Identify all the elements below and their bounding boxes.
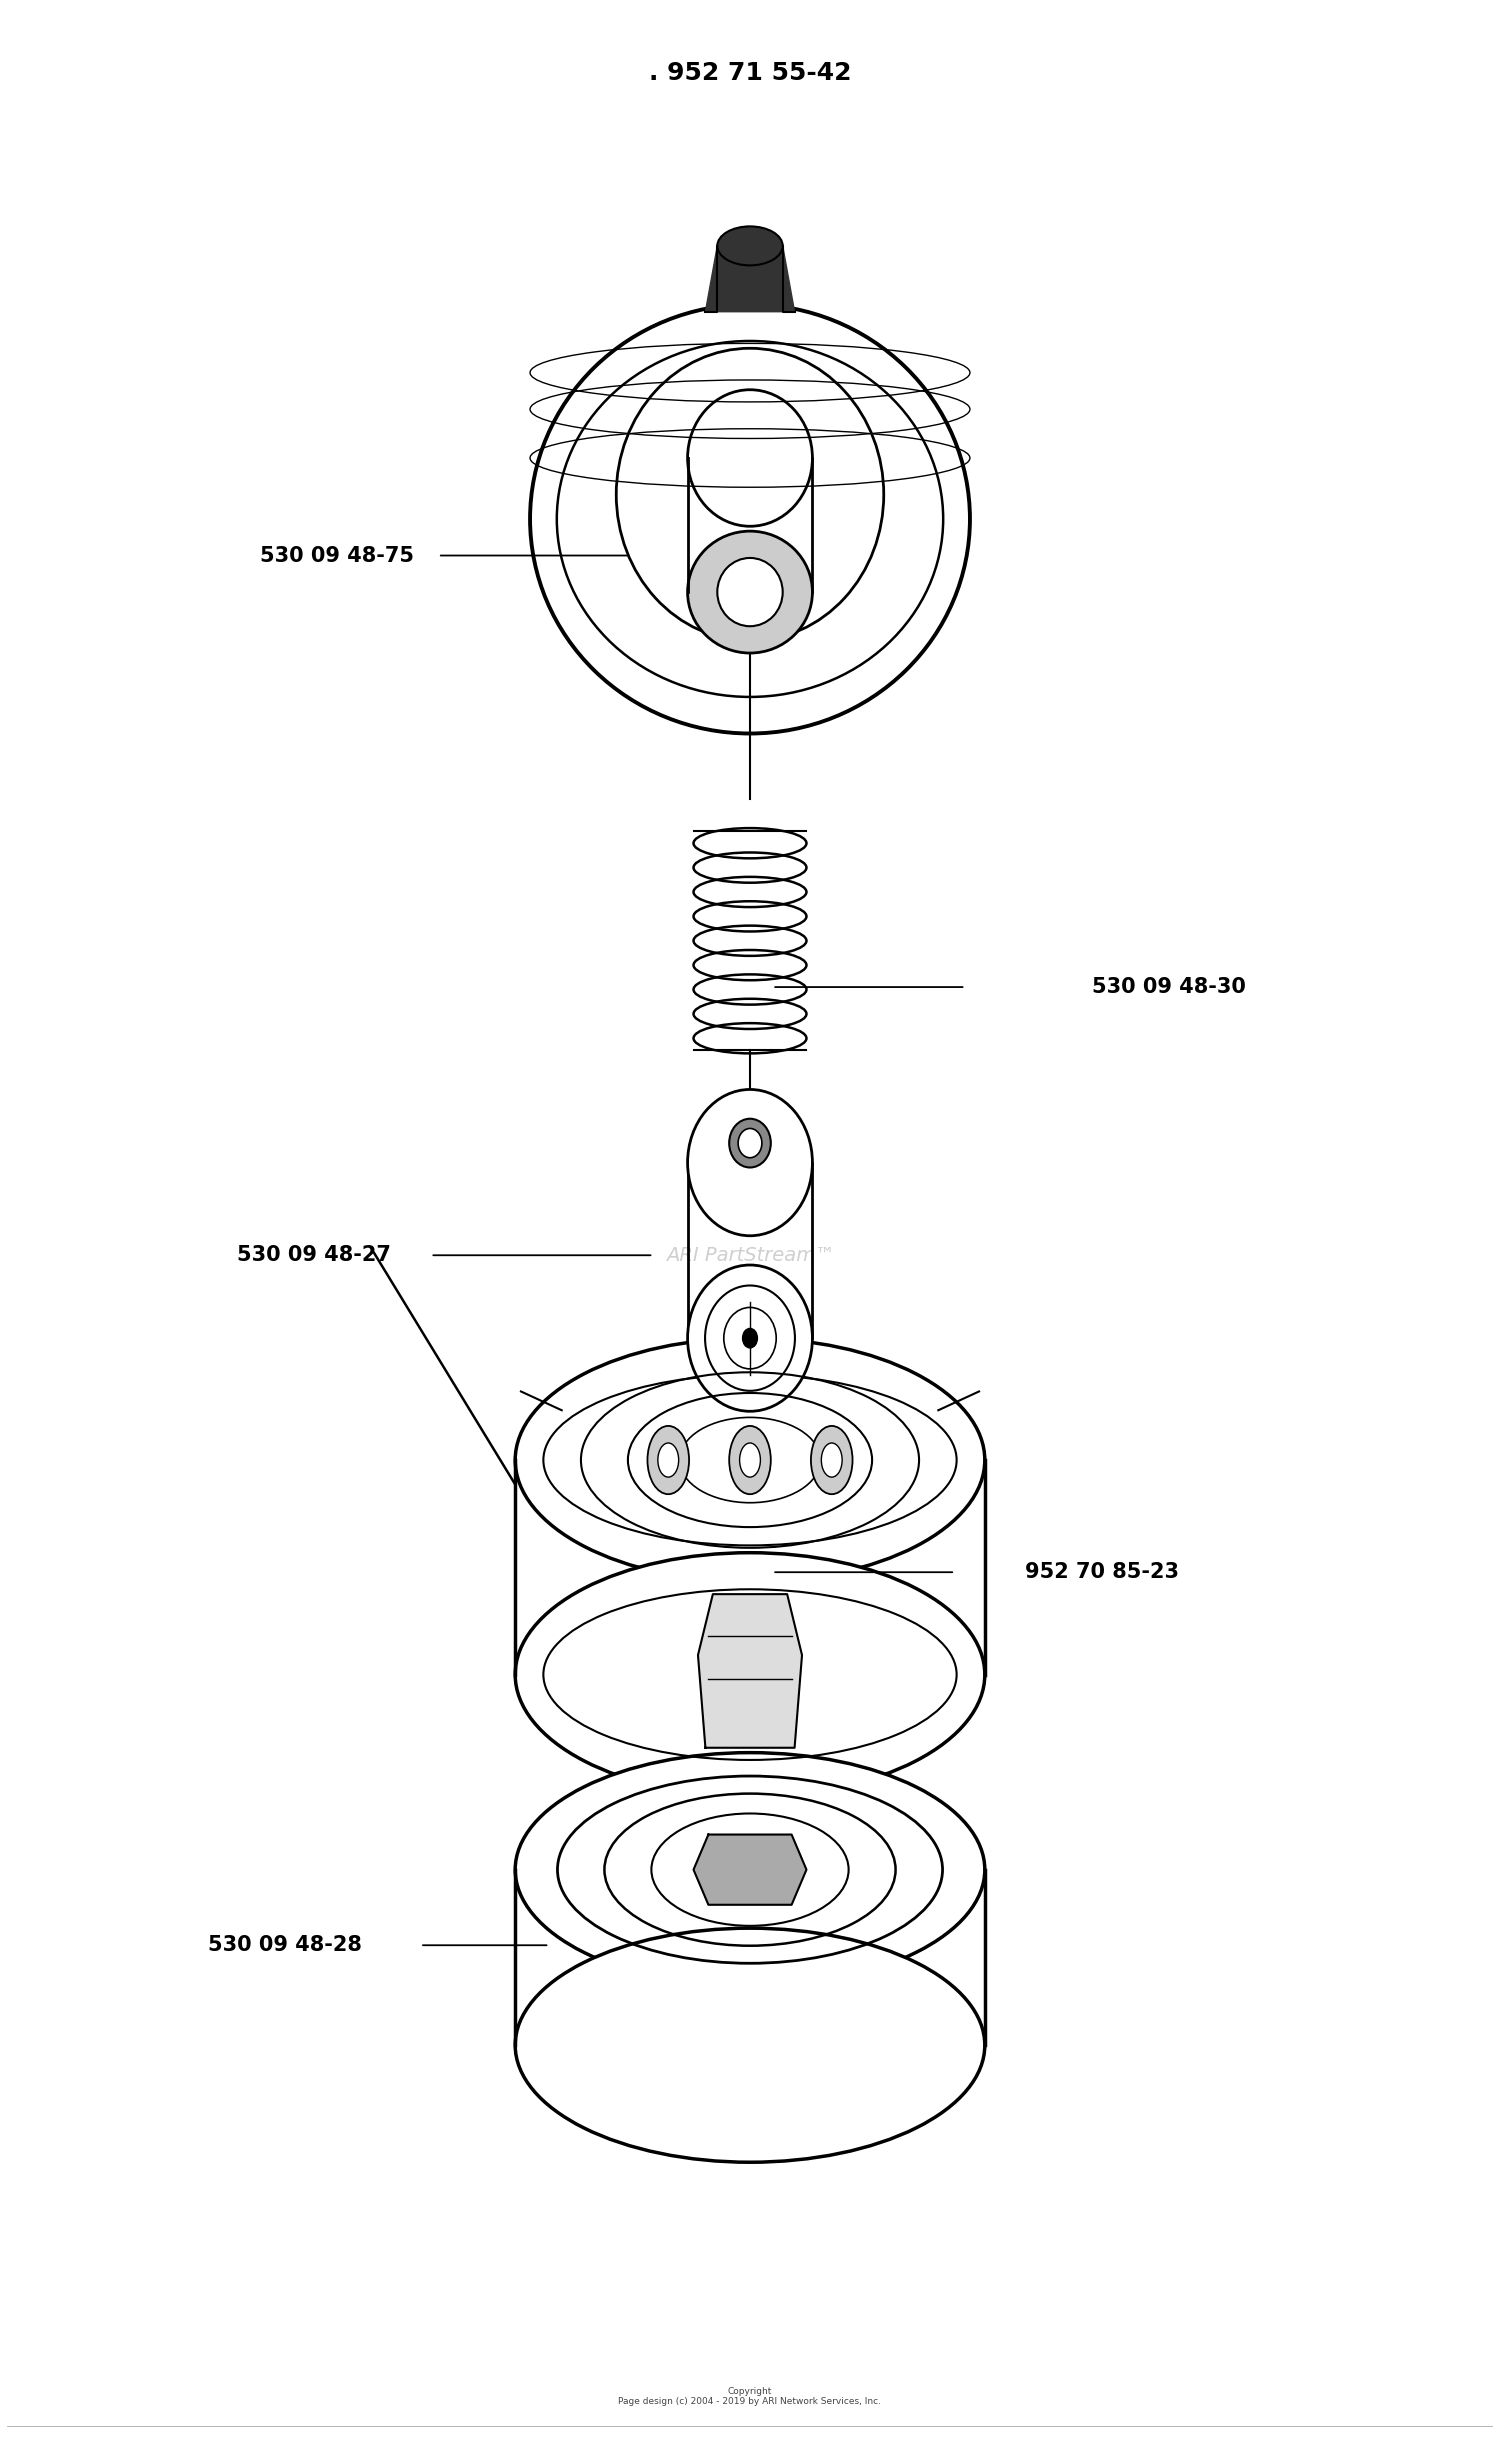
Ellipse shape	[738, 1128, 762, 1157]
Text: 530 09 48-28: 530 09 48-28	[207, 1935, 362, 1954]
Circle shape	[822, 1442, 842, 1476]
Ellipse shape	[687, 532, 813, 652]
Ellipse shape	[514, 1339, 986, 1582]
Circle shape	[729, 1427, 771, 1493]
Ellipse shape	[514, 1927, 986, 2163]
Ellipse shape	[687, 1265, 813, 1412]
Text: Copyright
Page design (c) 2004 - 2019 by ARI Network Services, Inc.: Copyright Page design (c) 2004 - 2019 by…	[618, 2386, 882, 2405]
Ellipse shape	[717, 559, 783, 625]
Text: 952 70 85-23: 952 70 85-23	[1024, 1562, 1179, 1582]
Circle shape	[812, 1427, 852, 1493]
Text: ARI PartStream™: ARI PartStream™	[666, 1246, 834, 1265]
Polygon shape	[693, 1834, 807, 1905]
Polygon shape	[698, 1594, 802, 1748]
Ellipse shape	[729, 1118, 771, 1167]
Circle shape	[740, 1442, 760, 1476]
Ellipse shape	[717, 226, 783, 265]
Ellipse shape	[514, 1753, 986, 1986]
Circle shape	[658, 1442, 678, 1476]
Ellipse shape	[514, 1552, 986, 1797]
Ellipse shape	[687, 1089, 813, 1236]
Text: 530 09 48-30: 530 09 48-30	[1092, 976, 1245, 998]
Ellipse shape	[742, 1329, 758, 1349]
Text: 530 09 48-27: 530 09 48-27	[237, 1246, 392, 1265]
Polygon shape	[705, 245, 795, 311]
Text: 530 09 48-75: 530 09 48-75	[260, 544, 414, 566]
Circle shape	[648, 1427, 688, 1493]
Text: . 952 71 55-42: . 952 71 55-42	[648, 61, 852, 83]
